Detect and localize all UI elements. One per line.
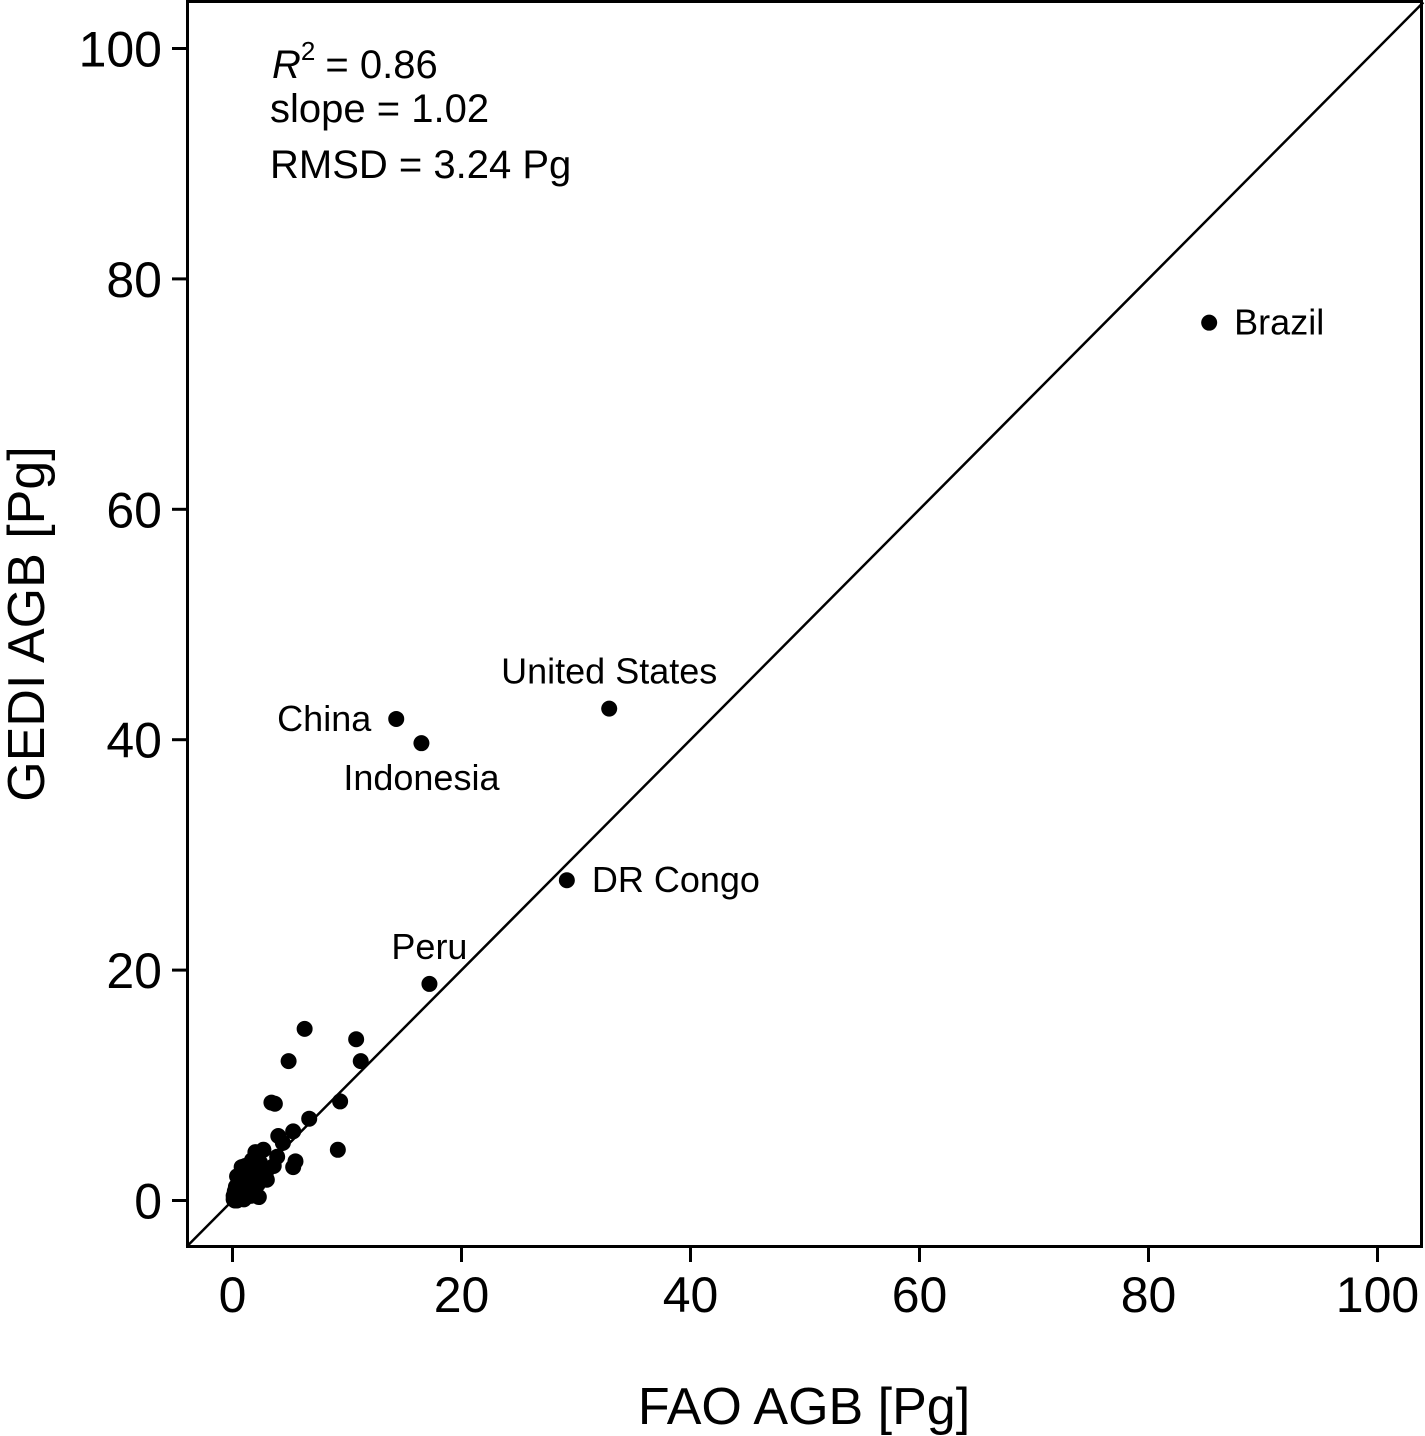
data-point-united-states <box>601 700 618 717</box>
point-label: Peru <box>391 926 467 967</box>
data-point-dr-congo <box>558 872 575 889</box>
x-tick-label: 60 <box>892 1267 948 1323</box>
r-squared-text: R2 = 0.86 <box>272 36 438 87</box>
data-point-peru <box>421 975 438 992</box>
r-squared-superscript: 2 <box>301 36 315 66</box>
y-tick-label: 100 <box>79 22 162 78</box>
data-point-indonesia <box>413 735 430 752</box>
data-point <box>274 1134 291 1151</box>
stats-annotation: R2 = 0.86 slope = 1.02 RMSD = 3.24 Pg <box>270 36 571 187</box>
data-point <box>280 1053 297 1070</box>
one-to-one-line <box>185 1 1425 1248</box>
data-point <box>285 1123 302 1140</box>
rmsd-text: RMSD = 3.24 Pg <box>270 143 571 187</box>
data-point-china <box>388 710 405 727</box>
data-point-brazil <box>1201 314 1218 331</box>
point-labels: Brazil United States China Indonesia DR Cong… <box>277 302 1324 967</box>
x-axis-title: FAO AGB [Pg] <box>638 1378 970 1436</box>
y-tick-label: 80 <box>106 252 162 308</box>
data-point <box>285 1159 302 1176</box>
x-tick-label: 20 <box>434 1267 490 1323</box>
data-point <box>296 1020 313 1037</box>
data-point <box>254 1160 271 1177</box>
data-point <box>301 1110 318 1127</box>
y-tick-label: 20 <box>106 943 162 999</box>
point-label: China <box>277 698 372 739</box>
point-label: Brazil <box>1234 302 1324 343</box>
x-tick-label: 80 <box>1121 1267 1177 1323</box>
y-tick-label: 60 <box>106 482 162 538</box>
r-squared-value: = 0.86 <box>325 43 437 87</box>
data-points <box>225 314 1218 1209</box>
y-axis-ticks: 0 20 40 60 80 100 <box>79 22 188 1230</box>
point-label: DR Congo <box>592 859 760 900</box>
plot-frame <box>186 0 1423 1248</box>
slope-text: slope = 1.02 <box>270 87 489 131</box>
y-tick-label: 40 <box>106 713 162 769</box>
data-point <box>329 1141 346 1158</box>
point-label: United States <box>501 651 717 692</box>
x-axis-ticks: 0 20 40 60 80 100 <box>219 1246 1419 1323</box>
r-symbol: R <box>272 43 301 87</box>
y-tick-label: 0 <box>134 1174 162 1230</box>
data-point <box>352 1053 369 1070</box>
x-tick-label: 0 <box>219 1267 247 1323</box>
data-point <box>348 1031 365 1048</box>
data-point <box>332 1093 349 1110</box>
y-axis-title: GEDI AGB [Pg] <box>0 446 56 801</box>
data-point <box>250 1189 267 1206</box>
x-tick-label: 100 <box>1336 1267 1419 1323</box>
point-label: Indonesia <box>343 757 500 798</box>
data-point <box>233 1187 250 1204</box>
x-tick-label: 40 <box>663 1267 719 1323</box>
data-point <box>266 1095 283 1112</box>
